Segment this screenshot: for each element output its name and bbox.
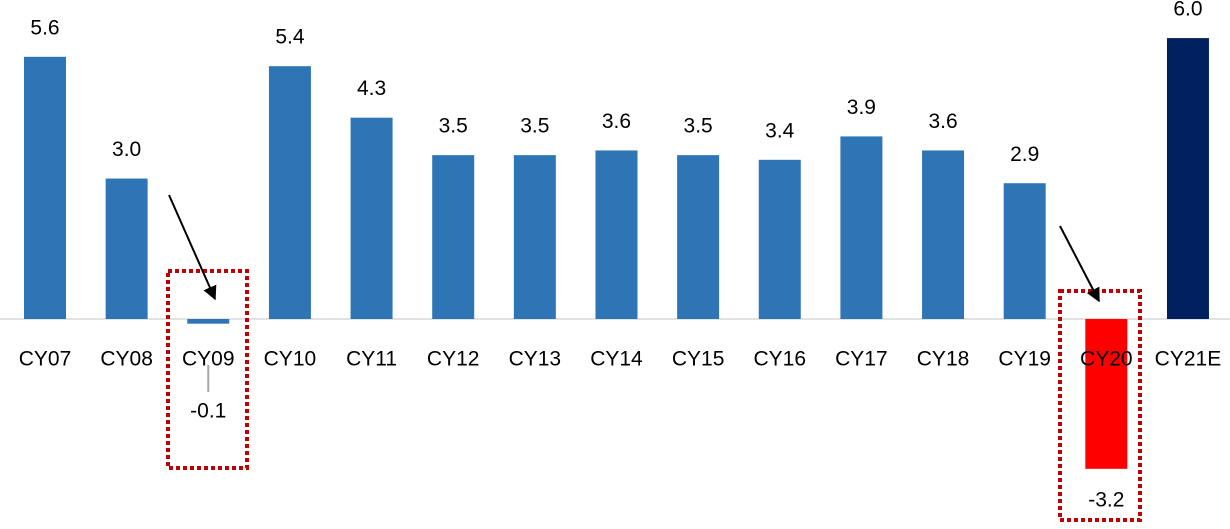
value-label: 3.9 [847,96,876,119]
bar [432,155,475,319]
bar [1003,183,1046,319]
bar [268,66,311,319]
x-tick-label: CY08 [100,348,153,371]
bar [350,117,393,319]
bar [105,178,148,319]
value-label: 3.6 [602,110,631,133]
x-tick-label: CY17 [835,348,888,371]
bar [1085,319,1128,469]
arrow [168,194,217,301]
value-label: 3.4 [765,119,795,142]
value-label: 3.5 [684,115,713,138]
x-tick-label: CY18 [917,348,970,371]
bar [1166,38,1209,319]
value-label: 5.6 [30,16,59,39]
value-label: 2.9 [1010,143,1039,166]
value-label: 4.3 [357,77,386,100]
x-tick-label: CY15 [672,348,725,371]
value-label: 3.6 [928,110,957,133]
bar [187,319,230,324]
value-label: -0.1 [190,400,226,423]
plot: 5.6 CY07 3.0 CY08 -0.1 CY09 5.4 CY10 4.3 CY11 3.5 C… [19,0,1221,511]
x-tick-label: CY09 [182,348,235,371]
value-label: 5.4 [275,26,305,49]
x-tick-label: CY19 [998,348,1051,371]
value-label: 6.0 [1173,0,1202,21]
bar [677,155,720,319]
bar [513,155,556,319]
x-tick-label: CY14 [590,348,643,371]
bar [595,150,638,319]
x-tick-label: CY13 [509,348,562,371]
x-tick-label: CY20 [1080,348,1133,371]
value-label: 3.0 [112,138,141,161]
arrow [1059,225,1100,303]
value-label: 3.5 [439,115,468,138]
bar [922,150,965,319]
highlight-box [166,269,249,470]
x-tick-label: CY11 [346,348,397,371]
bar [758,159,801,319]
value-label: 3.5 [520,115,549,138]
x-tick-label: CY12 [427,348,480,371]
x-tick-label: CY21E [1155,348,1222,371]
x-tick-label: CY16 [753,348,806,371]
bar [840,136,883,319]
x-tick-label: CY10 [264,348,317,371]
x-tick-label: CY07 [19,348,72,371]
bar [24,56,66,320]
value-label: -3.2 [1088,488,1124,511]
